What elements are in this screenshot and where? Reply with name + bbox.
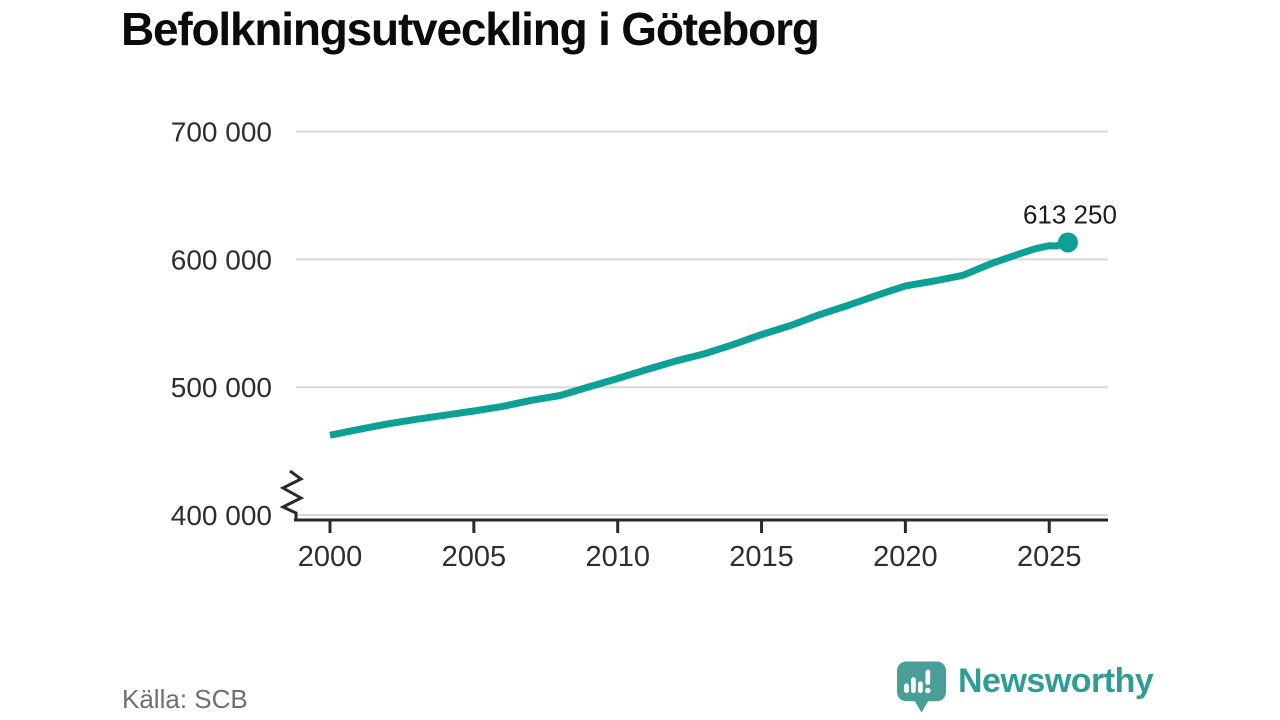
newsworthy-logo-icon — [897, 661, 946, 713]
y-tick-label: 500 000 — [171, 372, 272, 403]
axis-break-icon — [279, 469, 305, 519]
x-tick-label: 2015 — [729, 541, 794, 573]
y-tick-label: 700 000 — [171, 117, 272, 148]
end-value-label: 613 250 — [1023, 199, 1117, 229]
chart-title: Befolkningsutveckling i Göteborg — [121, 3, 820, 55]
newsworthy-logo-text: Newsworthy — [958, 662, 1154, 700]
data-line — [329, 239, 1070, 439]
population-line-chart: 400 000 500 000 600 000 700 000 2000 2005 2010… — [171, 117, 1117, 573]
logo-bar-chart-glyph — [904, 669, 931, 694]
x-tick-label: 2005 — [442, 541, 507, 573]
x-tick-label: 2000 — [298, 541, 363, 573]
source-note: Källa: SCB — [122, 684, 248, 714]
x-tick-label: 2010 — [585, 541, 650, 573]
x-tick-label: 2025 — [1017, 541, 1082, 573]
end-point-marker — [1057, 232, 1078, 253]
newsworthy-logo: Newsworthy — [896, 660, 1154, 716]
x-tick-label: 2020 — [873, 541, 938, 573]
y-tick-label: 400 000 — [171, 500, 272, 531]
y-tick-label: 600 000 — [171, 244, 272, 275]
